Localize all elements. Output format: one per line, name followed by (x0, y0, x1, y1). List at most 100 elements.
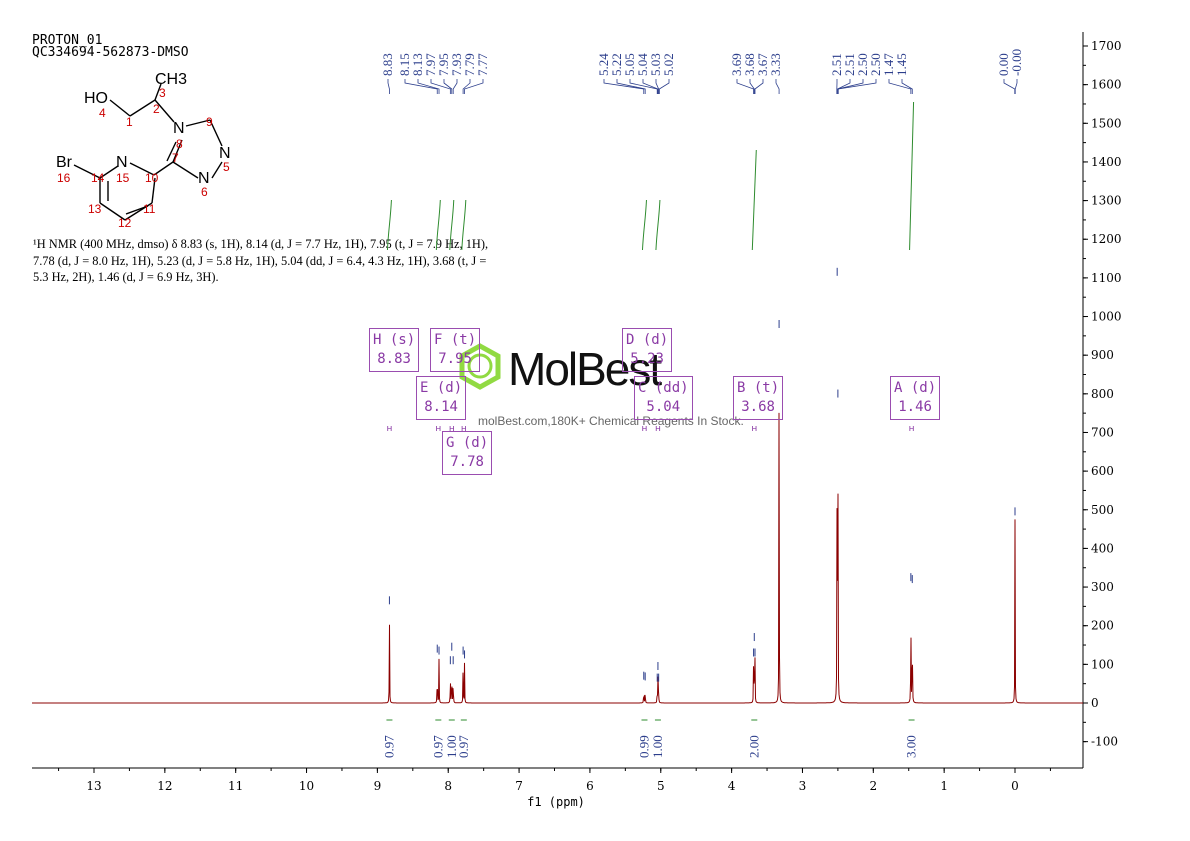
x-axis-title: f1 (ppm) (527, 795, 585, 809)
atom-number-2: 2 (153, 102, 160, 116)
peak-label-connector (443, 79, 453, 94)
annotation-e-shift: 8.14 (424, 399, 458, 415)
header-line-2: QC334694-562873-DMSO (32, 45, 189, 60)
peak-label-3.67: 3.67 (755, 53, 770, 76)
atom-number-4: 4 (99, 106, 106, 120)
peak-label-0.00: 0.00 (996, 53, 1011, 76)
spectrum-line (32, 412, 1083, 704)
annotation-f-label: F (t) (434, 332, 477, 348)
annotation-marker-B: н (751, 424, 757, 434)
x-tick-label-13: 13 (86, 779, 101, 793)
y-tick-label-900: 900 (1091, 348, 1114, 362)
peak-label-7.77: 7.77 (475, 53, 490, 76)
peak-label-connector (629, 79, 658, 94)
atom-number-1: 1 (126, 115, 133, 129)
y-tick-label-300: 300 (1091, 580, 1114, 594)
integral-value-2.00: 2.00 (746, 735, 761, 758)
peak-label-connector (430, 79, 451, 94)
annotation-d: D (d) 5.23 (622, 328, 673, 372)
annotation-g-shift: 7.78 (450, 454, 484, 470)
peak-label-2.51: 2.51 (829, 53, 844, 76)
peak-label-connector (888, 79, 912, 94)
atom-number-5: 5 (223, 160, 230, 174)
annotation-e-label: E (d) (420, 380, 463, 396)
annotation-h-shift: 8.83 (377, 351, 411, 367)
peak-label-5.02: 5.02 (661, 53, 676, 76)
peak-label-connector (736, 79, 754, 94)
peak-label-8.13: 8.13 (410, 53, 425, 76)
annotation-h: H (s) 8.83 (369, 328, 420, 372)
peak-label-connector (603, 79, 645, 94)
integral-curve-4 (641, 199, 647, 251)
atom-number-10: 10 (145, 171, 159, 185)
peak-label-connector (837, 79, 877, 94)
peak-label-connector (452, 79, 458, 94)
peak-label-connector (658, 79, 670, 94)
atom-n8: N (173, 120, 185, 137)
peak-label-connector (462, 79, 471, 94)
annotation-a: A (d) 1.46 (890, 376, 941, 420)
y-tick-label-500: 500 (1091, 503, 1114, 517)
y-tick-label-200: 200 (1091, 619, 1114, 633)
x-tick-label-4: 4 (728, 779, 736, 793)
peak-label-connector (1014, 79, 1018, 94)
atom-number-11: 11 (143, 202, 156, 216)
x-tick-label-3: 3 (799, 779, 807, 793)
y-tick-label-1600: 1600 (1091, 78, 1122, 92)
atom-number-6: 6 (201, 185, 208, 199)
integral-value-1.00: 1.00 (650, 735, 665, 758)
peak-label-2.50: 2.50 (855, 53, 870, 76)
x-tick-label-0: 0 (1011, 779, 1019, 793)
atom-number-9: 9 (206, 115, 213, 129)
y-tick-label-1100: 1100 (1091, 271, 1122, 285)
x-tick-label-9: 9 (374, 779, 382, 793)
integral-value-3.00: 3.00 (904, 735, 919, 758)
peak-label-connector (464, 79, 484, 94)
x-tick-label-7: 7 (515, 779, 523, 793)
integral-value-0.97: 0.97 (456, 735, 471, 758)
annotation-marker-H: н (386, 424, 392, 434)
peak-label-7.95: 7.95 (436, 53, 451, 76)
atom-n15: N (116, 154, 128, 171)
annotation-e: E (d) 8.14 (416, 376, 467, 420)
atom-number-7: 7 (172, 151, 179, 165)
y-tick-label-600: 600 (1091, 464, 1114, 478)
integral-value-0.97: 0.97 (381, 735, 396, 758)
annotation-b-label: B (t) (737, 380, 780, 396)
peak-label-7.79: 7.79 (462, 53, 477, 76)
annotation-f-shift: 7.95 (438, 351, 472, 367)
annotation-c: C (dd) 5.04 (634, 376, 693, 420)
y-tick-label-1000: 1000 (1091, 310, 1122, 324)
peak-label-connector (642, 79, 659, 94)
y-tick-label-800: 800 (1091, 387, 1114, 401)
watermark-tagline: molBest.com,180K+ Chemical Reagents In S… (478, 414, 744, 428)
y-tick-label-400: 400 (1091, 541, 1114, 555)
integral-value-1.00: 1.00 (444, 735, 459, 758)
peak-label-8.83: 8.83 (380, 53, 395, 76)
integral-curve-7 (909, 101, 915, 251)
atom-number-15: 15 (116, 171, 130, 185)
nmr-description: ¹H NMR (400 MHz, dmso) δ 8.83 (s, 1H), 8… (33, 237, 489, 284)
y-tick-label-1200: 1200 (1091, 232, 1122, 246)
integral-curve-0 (386, 199, 392, 251)
x-tick-label-12: 12 (157, 779, 172, 793)
atom-number-3: 3 (159, 86, 166, 100)
atom-number-13: 13 (88, 202, 102, 216)
x-tick-label-11: 11 (228, 779, 243, 793)
y-tick-label--100: -100 (1091, 735, 1118, 749)
integral-curve-6 (751, 149, 757, 251)
x-tick-label-2: 2 (869, 779, 877, 793)
atom-number-14: 14 (91, 171, 105, 185)
y-tick-label-0: 0 (1091, 696, 1099, 710)
peak-label-3.33: 3.33 (768, 53, 783, 76)
annotation-marker-F: н (449, 424, 455, 434)
peak-label-5.05: 5.05 (622, 53, 637, 76)
peak-label-5.22: 5.22 (609, 53, 624, 76)
x-tick-label-5: 5 (657, 779, 665, 793)
peak-label-connector (749, 79, 755, 94)
y-tick-label-700: 700 (1091, 425, 1114, 439)
peak-label-1.47: 1.47 (881, 53, 896, 76)
annotation-c-shift: 5.04 (646, 399, 681, 415)
